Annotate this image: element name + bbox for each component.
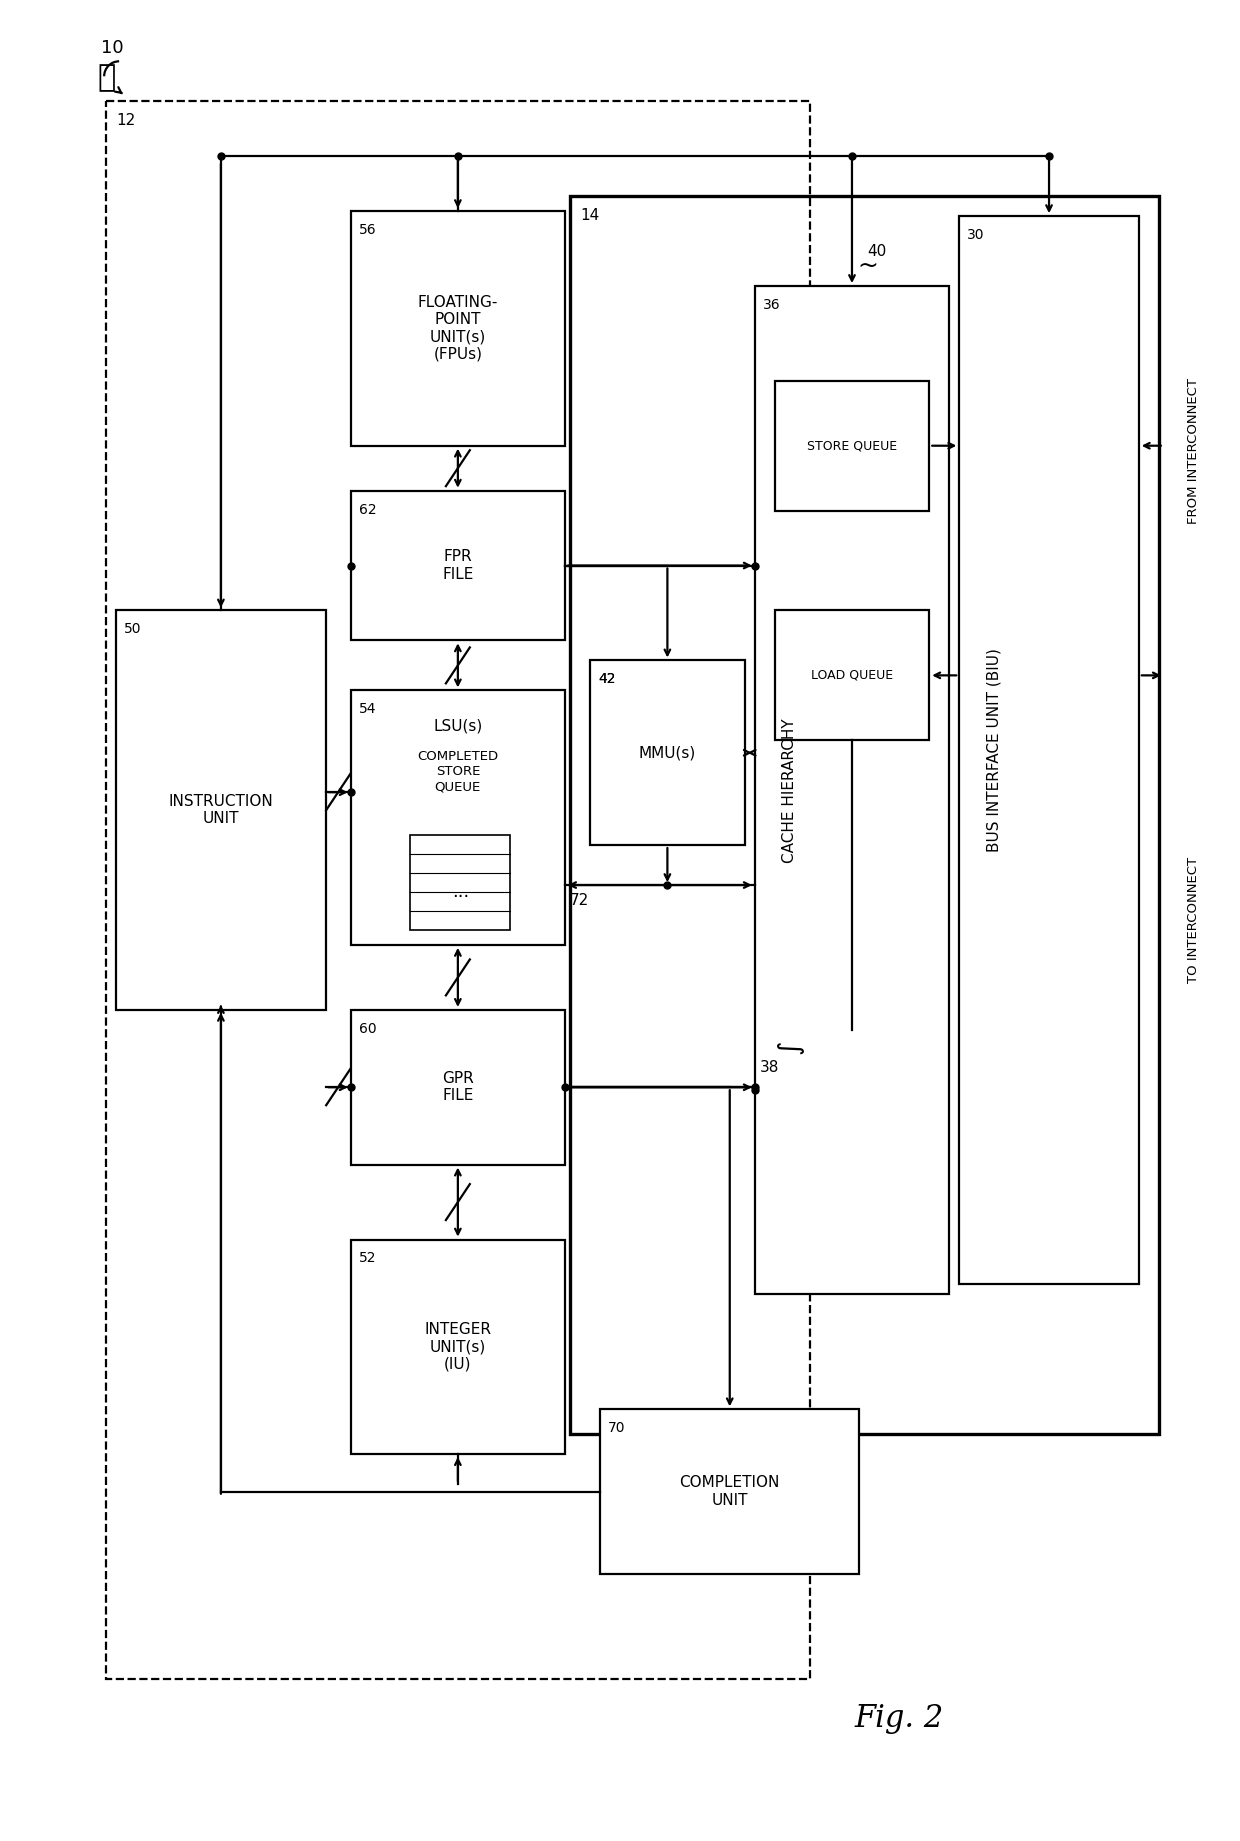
Text: Fig. 2: Fig. 2 bbox=[854, 1703, 944, 1734]
Text: COMPLETED
STORE
QUEUE: COMPLETED STORE QUEUE bbox=[418, 751, 498, 793]
FancyBboxPatch shape bbox=[755, 285, 950, 1294]
Text: ...: ... bbox=[451, 884, 469, 900]
Text: 54: 54 bbox=[358, 701, 376, 716]
Text: 72: 72 bbox=[570, 893, 589, 908]
Text: 30: 30 bbox=[967, 228, 985, 241]
Text: CACHE HIERARCHY: CACHE HIERARCHY bbox=[782, 718, 797, 863]
FancyBboxPatch shape bbox=[351, 492, 565, 641]
Text: INSTRUCTION
UNIT: INSTRUCTION UNIT bbox=[169, 793, 273, 827]
Text: GPR
FILE: GPR FILE bbox=[441, 1071, 474, 1103]
Text: STORE QUEUE: STORE QUEUE bbox=[807, 440, 897, 453]
Text: ~: ~ bbox=[857, 254, 878, 278]
Text: TO INTERCONNECT: TO INTERCONNECT bbox=[1187, 856, 1200, 983]
FancyBboxPatch shape bbox=[117, 611, 326, 1011]
Text: FROM INTERCONNECT: FROM INTERCONNECT bbox=[1187, 377, 1200, 523]
Text: 62: 62 bbox=[358, 503, 376, 517]
FancyBboxPatch shape bbox=[590, 661, 745, 845]
Text: 14: 14 bbox=[580, 208, 599, 223]
Text: ⌒: ⌒ bbox=[97, 63, 115, 92]
FancyBboxPatch shape bbox=[351, 212, 565, 446]
Text: 60: 60 bbox=[358, 1022, 376, 1036]
Text: LSU(s): LSU(s) bbox=[433, 718, 482, 733]
Text: 36: 36 bbox=[763, 298, 780, 311]
Text: FLOATING-
POINT
UNIT(s)
(FPUs): FLOATING- POINT UNIT(s) (FPUs) bbox=[418, 295, 498, 363]
Text: 42: 42 bbox=[598, 672, 615, 687]
FancyBboxPatch shape bbox=[775, 381, 929, 510]
Text: 52: 52 bbox=[358, 1252, 376, 1265]
Text: 40: 40 bbox=[867, 243, 887, 258]
Text: 10: 10 bbox=[102, 39, 124, 57]
Text: LOAD QUEUE: LOAD QUEUE bbox=[811, 668, 893, 681]
Text: 38: 38 bbox=[760, 1060, 779, 1075]
Text: 42: 42 bbox=[598, 672, 615, 687]
Text: MMU(s): MMU(s) bbox=[639, 746, 696, 760]
FancyBboxPatch shape bbox=[410, 836, 510, 930]
Text: FPR
FILE: FPR FILE bbox=[443, 549, 474, 582]
FancyBboxPatch shape bbox=[600, 1408, 859, 1574]
Text: INTEGER
UNIT(s)
(IU): INTEGER UNIT(s) (IU) bbox=[424, 1322, 491, 1372]
Text: 50: 50 bbox=[124, 622, 141, 637]
FancyBboxPatch shape bbox=[960, 215, 1138, 1285]
Text: COMPLETION
UNIT: COMPLETION UNIT bbox=[680, 1475, 780, 1508]
FancyBboxPatch shape bbox=[351, 690, 565, 944]
FancyBboxPatch shape bbox=[351, 1011, 565, 1165]
Text: ∫: ∫ bbox=[775, 1040, 804, 1055]
Text: 70: 70 bbox=[608, 1421, 625, 1436]
Text: 12: 12 bbox=[117, 112, 135, 129]
FancyBboxPatch shape bbox=[351, 1239, 565, 1454]
Text: 56: 56 bbox=[358, 223, 376, 237]
Text: BUS INTERFACE UNIT (BIU): BUS INTERFACE UNIT (BIU) bbox=[987, 648, 1002, 852]
FancyBboxPatch shape bbox=[775, 611, 929, 740]
